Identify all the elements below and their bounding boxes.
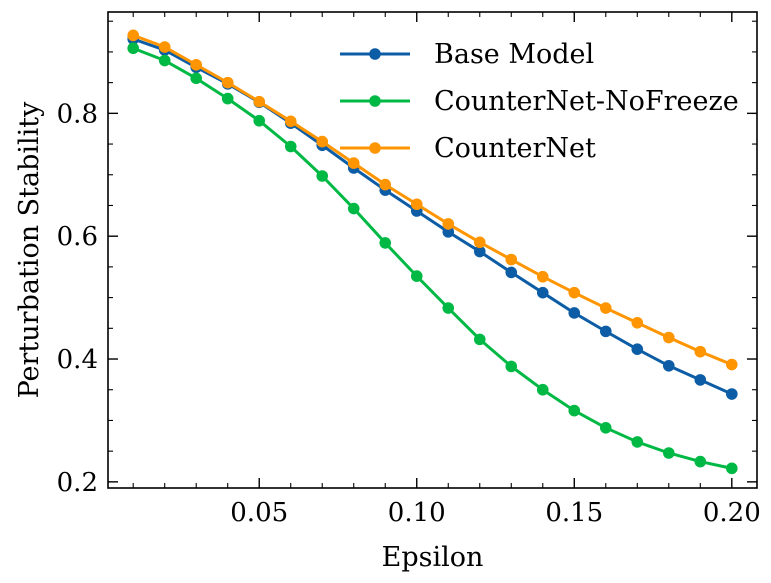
data-point [725, 358, 738, 371]
series-counternet [127, 29, 738, 371]
data-point [158, 54, 171, 67]
data-point [568, 286, 581, 299]
legend-label: CounterNet-NoFreeze [434, 86, 739, 117]
data-point [505, 360, 518, 373]
data-point [536, 286, 549, 299]
legend-entry: CounterNet-NoFreeze [340, 86, 739, 117]
data-point [536, 270, 549, 283]
data-point [127, 42, 140, 55]
data-point [631, 436, 644, 448]
data-point [505, 253, 518, 266]
series-counternet-nofreeze [127, 42, 738, 475]
data-point [253, 114, 266, 127]
axis-ticks: 0.05 0.10 0.15 0.20 0.2 0.4 0.6 0.8 [57, 12, 761, 528]
data-point [253, 95, 266, 108]
data-point [190, 59, 203, 71]
data-point [347, 202, 360, 215]
legend: Base Model CounterNet-NoFreeze CounterNet [340, 39, 739, 164]
legend-label: CounterNet [434, 133, 596, 164]
legend-entry: Base Model [340, 39, 594, 70]
data-point [725, 462, 738, 475]
data-point [662, 359, 675, 372]
y-tick-label: 0.8 [57, 99, 98, 129]
data-point [221, 76, 234, 89]
data-point [379, 237, 392, 249]
data-point [725, 388, 738, 400]
data-point [158, 41, 171, 53]
data-point [442, 302, 455, 314]
x-axis-label: Epsilon [382, 542, 484, 573]
data-point [473, 236, 486, 249]
legend-swatch-marker [369, 142, 381, 154]
legend-entry: CounterNet [340, 133, 596, 164]
data-point [284, 140, 297, 153]
data-point [694, 374, 707, 386]
data-point [221, 92, 234, 105]
data-point [662, 447, 675, 459]
data-point [410, 270, 423, 282]
data-point [599, 422, 612, 434]
data-point [410, 198, 423, 211]
data-point [347, 157, 360, 169]
data-point [568, 404, 581, 417]
y-tick-label: 0.4 [57, 345, 98, 375]
data-point [694, 455, 707, 468]
data-point [284, 115, 297, 128]
y-axis-label: Perturbation Stability [14, 101, 45, 399]
data-point [442, 226, 455, 238]
data-point [316, 135, 329, 148]
data-point [473, 333, 486, 346]
data-point [505, 266, 518, 279]
data-point [599, 302, 612, 314]
data-point [316, 170, 329, 182]
plot-frame [107, 11, 758, 489]
data-point [379, 178, 392, 191]
data-point [662, 331, 675, 344]
legend-swatch-marker [369, 48, 381, 60]
x-tick-label: 0.20 [703, 498, 761, 528]
data-point [442, 218, 455, 230]
x-tick-label: 0.05 [230, 498, 288, 528]
data-point [568, 307, 581, 319]
series-layer [127, 29, 738, 475]
y-tick-label: 0.6 [57, 222, 98, 252]
legend-label: Base Model [434, 39, 594, 70]
data-point [631, 316, 644, 329]
x-tick-label: 0.15 [545, 498, 603, 528]
y-tick-label: 0.2 [57, 468, 98, 498]
x-tick-label: 0.10 [388, 498, 446, 528]
data-point [536, 383, 549, 396]
data-point [127, 29, 140, 42]
data-point [599, 325, 612, 338]
data-point [190, 72, 203, 85]
data-point [631, 343, 644, 355]
data-point [473, 245, 486, 258]
data-point [694, 345, 707, 358]
legend-swatch-marker [369, 95, 381, 107]
